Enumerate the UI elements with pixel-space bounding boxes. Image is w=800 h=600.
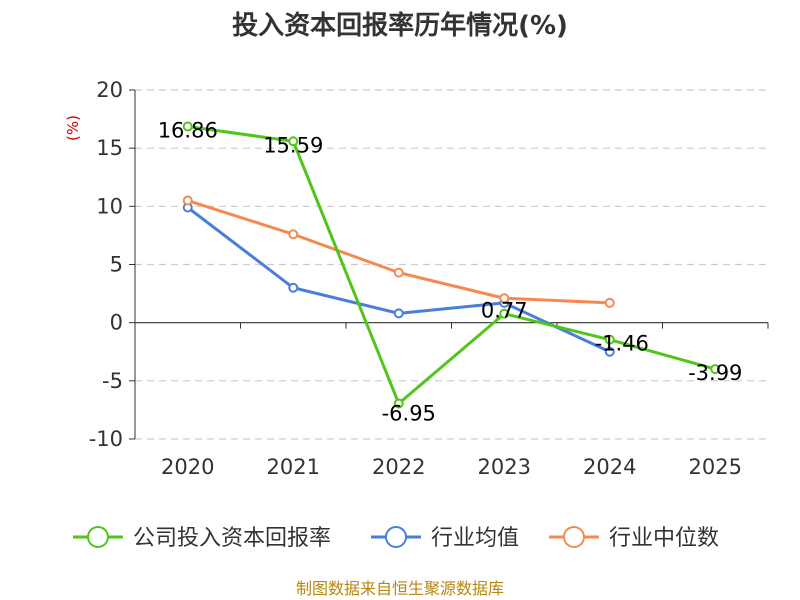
- data-point: [710, 364, 721, 375]
- y-tick-label: -5: [102, 369, 123, 393]
- data-labels: 16.86 15.59 -6.95 0.77 -1.46 -3.99: [158, 119, 743, 426]
- data-point: [393, 267, 404, 278]
- grid-lines: [135, 89, 768, 440]
- data-point: [604, 334, 615, 345]
- y-tick-label: 5: [110, 253, 123, 277]
- data-point: [182, 195, 193, 206]
- y-tick-label: 0: [110, 311, 123, 335]
- y-tick-label: 20: [96, 78, 123, 102]
- data-label: -1.46: [595, 332, 649, 356]
- legend-label: 行业中位数: [609, 526, 719, 551]
- series-line: [187, 125, 716, 406]
- chart-title: 投入资本回报率历年情况(%): [232, 10, 568, 41]
- x-tick-label: 2020: [161, 455, 214, 479]
- data-label: 15.59: [263, 133, 323, 157]
- data-point: [393, 308, 404, 319]
- data-point: [604, 346, 615, 357]
- source-note: 制图数据来自恒生聚源数据库: [296, 579, 504, 598]
- data-label: 0.77: [481, 299, 528, 323]
- data-point: [499, 308, 510, 319]
- x-tick-label: 2023: [478, 455, 531, 479]
- data-point: [288, 136, 299, 147]
- series-line: [186, 206, 611, 354]
- data-label: 16.86: [158, 119, 218, 143]
- data-point: [288, 282, 299, 293]
- data-point: [393, 398, 404, 409]
- x-tick-label: 2024: [583, 455, 636, 479]
- data-point: [499, 293, 510, 304]
- x-tick-label: 2025: [689, 455, 742, 479]
- legend: 公司投入资本回报率 行业均值 行业中位数: [73, 526, 719, 551]
- data-point: [604, 297, 615, 308]
- y-tick-label: 15: [96, 136, 123, 160]
- axes: 20 15 10 5 0 -5 -10 2020 2021 2022 2023 2024 2025: [89, 78, 769, 479]
- data-label: -3.99: [688, 361, 742, 385]
- legend-label: 行业均值: [431, 526, 519, 551]
- series-lines: [182, 121, 721, 409]
- y-axis-label: (%): [64, 115, 82, 141]
- data-point: [182, 121, 193, 132]
- y-tick-label: 10: [96, 194, 123, 218]
- legend-marker: [87, 526, 109, 548]
- legend-label: 公司投入资本回报率: [133, 526, 331, 551]
- legend-marker: [385, 526, 407, 548]
- legend-marker: [563, 526, 585, 548]
- series-line: [187, 199, 610, 305]
- data-point: [288, 229, 299, 240]
- data-label: -6.95: [382, 402, 436, 426]
- y-tick-label: -10: [89, 427, 123, 451]
- x-tick-label: 2021: [267, 455, 320, 479]
- x-tick-label: 2022: [372, 455, 425, 479]
